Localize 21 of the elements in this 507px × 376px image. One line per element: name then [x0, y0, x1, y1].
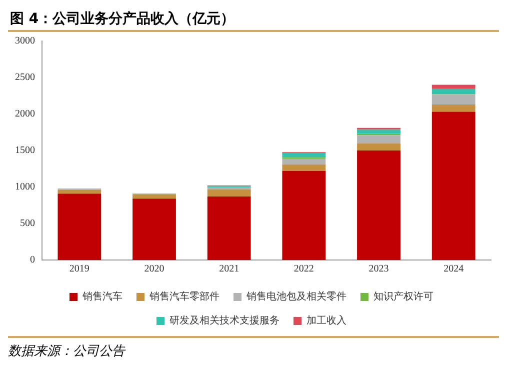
x-tick-label: 2019	[69, 264, 90, 275]
chart-title: 图 4：公司业务分产品收入（亿元）	[9, 10, 236, 29]
y-tick-label: 1000	[15, 182, 35, 193]
legend-label: 销售汽车零部件	[148, 290, 220, 303]
x-tick-label: 2024	[444, 264, 464, 275]
x-tick-label: 2022	[294, 264, 314, 275]
y-tick-label: 500	[20, 218, 35, 230]
y-tick-label: 2500	[15, 72, 35, 84]
legend-label: 销售汽车	[82, 290, 122, 303]
x-tick-label: 2020	[144, 264, 164, 275]
x-tick-label: 2023	[368, 264, 389, 275]
legend-label: 销售电池包及相关零件	[246, 290, 346, 303]
y-tick-label: 0	[30, 254, 35, 266]
legend-label: 加工收入	[306, 314, 346, 327]
y-tick-label: 2000	[15, 108, 35, 120]
x-tick-label: 2021	[219, 264, 240, 275]
legend-label: 研发及相关技术支援服务	[170, 314, 280, 327]
y-tick-label: 1500	[15, 145, 35, 156]
source-note: 数据来源：公司公告	[8, 343, 127, 360]
legend-label: 知识产权许可	[374, 290, 434, 303]
y-tick-label: 3000	[15, 36, 35, 47]
